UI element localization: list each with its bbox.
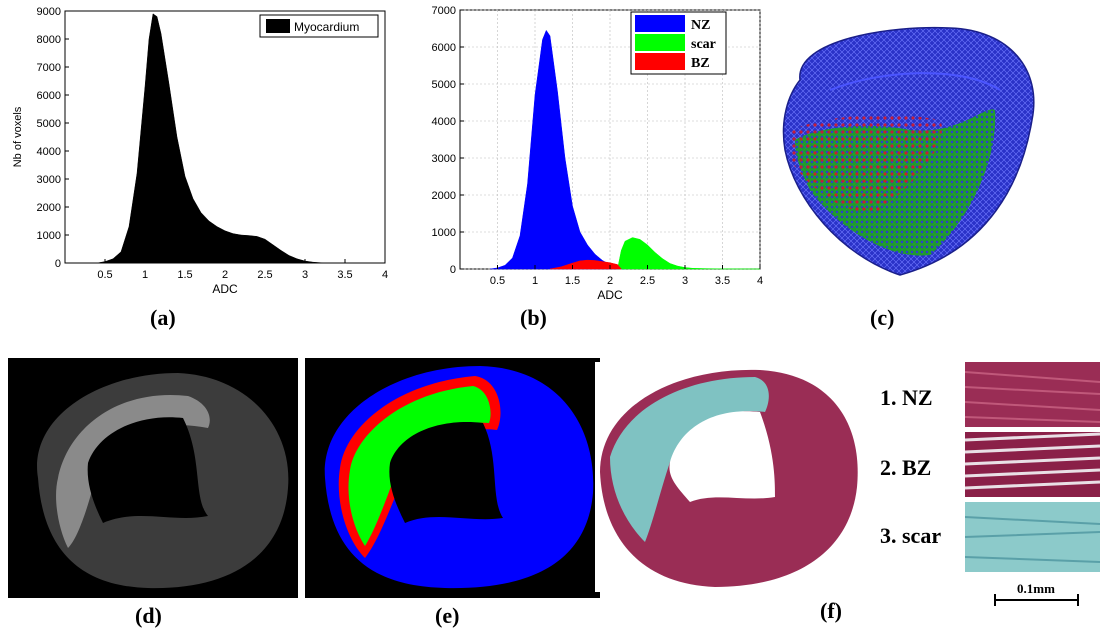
b-series-scar	[617, 237, 761, 270]
b-xtick-label-5: 3	[682, 275, 688, 287]
histology-section-image	[595, 362, 865, 592]
chart-b-xlabel: ADC	[597, 288, 623, 302]
b-xtick-label-4: 2.5	[640, 275, 655, 287]
a-ytick-label-2: 2000	[37, 202, 61, 214]
histology-label-scar: 3. scar	[880, 523, 942, 548]
chart-a-legend-label-myocardium: Myocardium	[294, 20, 359, 34]
chart-a-legend-swatch-myocardium	[266, 19, 290, 33]
chart-b-legend-label-nz: NZ	[691, 18, 710, 33]
heart-mesh-3d	[782, 26, 1035, 276]
chart-b-axes: 0.5 1 1.5 2 2.5 3 3.5 4 0 1000 2000 3000 4000 5000 600…	[432, 5, 764, 287]
adc-slice-image	[8, 358, 298, 598]
scale-bar: 0.1mm	[994, 581, 1079, 606]
a-ytick-label-8: 8000	[37, 34, 61, 46]
heart-bz-region	[790, 114, 942, 212]
b-ytick-label-6: 6000	[432, 42, 456, 54]
b-ytick-label-4: 4000	[432, 116, 456, 128]
a-ytick-label-4: 4000	[37, 146, 61, 158]
chart-b-legend-swatch-scar	[635, 34, 685, 51]
a-xtick-label-5: 3	[302, 269, 308, 281]
panel-label-c: (c)	[870, 305, 895, 330]
panel-label-d: (d)	[135, 603, 162, 628]
histology-inset-nz	[965, 362, 1100, 427]
a-xtick-label-2: 1.5	[177, 269, 192, 281]
panel-label-a: (a)	[150, 305, 176, 330]
heart-mesh-inner-wall	[829, 72, 1001, 91]
a-xtick-label-0: 0.5	[97, 269, 112, 281]
adc-slice-bright-scar	[56, 394, 210, 548]
segmentation-image	[305, 358, 600, 598]
a-ytick-label-9: 9000	[37, 6, 61, 18]
b-ytick-label-2: 2000	[432, 190, 456, 202]
histology-cavity	[669, 411, 775, 502]
chart-b-marks	[489, 29, 761, 270]
b-ytick-label-3: 3000	[432, 153, 456, 165]
chart-a-ylabel: Nb of voxels	[12, 106, 24, 167]
histology-label-nz: 1. NZ	[880, 385, 933, 410]
chart-a-axes: 0.5 1 1.5 2 2.5 3 3.5 4 0 1000 2000 3000 4000 5000 600…	[37, 6, 389, 281]
histology-label-bz: 2. BZ	[880, 455, 932, 480]
chart-b-legend-label-bz: BZ	[691, 56, 710, 71]
a-xtick-label-7: 4	[382, 269, 388, 281]
chart-b-legend-label-scar: scar	[691, 37, 716, 52]
a-ytick-label-3: 3000	[37, 174, 61, 186]
a-xtick-label-1: 1	[142, 269, 148, 281]
chart-a-marks	[96, 13, 338, 264]
chart-a-frame	[64, 10, 386, 264]
b-ytick-label-5: 5000	[432, 79, 456, 91]
panel-label-b: (b)	[520, 305, 547, 330]
a-ytick-label-7: 7000	[37, 62, 61, 74]
a-xtick-label-3: 2	[222, 269, 228, 281]
histology-inset-scar	[965, 502, 1100, 572]
chart-b-legend-swatch-nz	[635, 15, 685, 32]
chart-b: 0.5 1 1.5 2 2.5 3 3.5 4 0 1000 2000 3000 4000 5000 600…	[432, 5, 764, 302]
a-xtick-label-6: 3.5	[337, 269, 352, 281]
panel-label-f: (f)	[820, 598, 842, 623]
b-ytick-label-0: 0	[450, 264, 456, 276]
b-xtick-label-0: 0.5	[490, 275, 505, 287]
chart-b-legend: NZ scar BZ	[630, 11, 727, 75]
b-xtick-label-2: 1.5	[565, 275, 580, 287]
a-ytick-label-0: 0	[55, 258, 61, 270]
chart-b-legend-swatch-bz	[635, 53, 685, 70]
b-xtick-label-7: 4	[757, 275, 763, 287]
a-ytick-label-5: 5000	[37, 118, 61, 130]
chart-a: 0.5 1 1.5 2 2.5 3 3.5 4 0 1000 2000 3000 4000 5000 600…	[12, 6, 389, 296]
b-xtick-label-1: 1	[532, 275, 538, 287]
a-series-myocardium	[96, 13, 338, 264]
chart-a-legend: Myocardium	[259, 14, 379, 38]
segmentation-scar	[348, 386, 491, 546]
b-xtick-label-3: 2	[607, 275, 613, 287]
a-ytick-label-1: 1000	[37, 230, 61, 242]
chart-a-xlabel: ADC	[212, 282, 238, 296]
b-ytick-label-7: 7000	[432, 5, 456, 17]
histology-inset-bz	[965, 432, 1100, 497]
histology-fibrosis-tissue	[610, 377, 769, 542]
panel-label-e: (e)	[435, 603, 460, 628]
scale-bar-label: 0.1mm	[1017, 581, 1055, 596]
a-ytick-label-6: 6000	[37, 90, 61, 102]
b-ytick-label-1: 1000	[432, 227, 456, 239]
adc-slice-cavity	[87, 417, 208, 523]
b-series-bz	[549, 259, 622, 270]
segmentation-cavity	[389, 422, 503, 523]
b-xtick-label-6: 3.5	[715, 275, 730, 287]
a-xtick-label-4: 2.5	[257, 269, 272, 281]
chart-a-plot-area: 0.5 1 1.5 2 2.5 3 3.5 4 0 1000 2000 3000 4000 5000 600…	[37, 6, 389, 281]
